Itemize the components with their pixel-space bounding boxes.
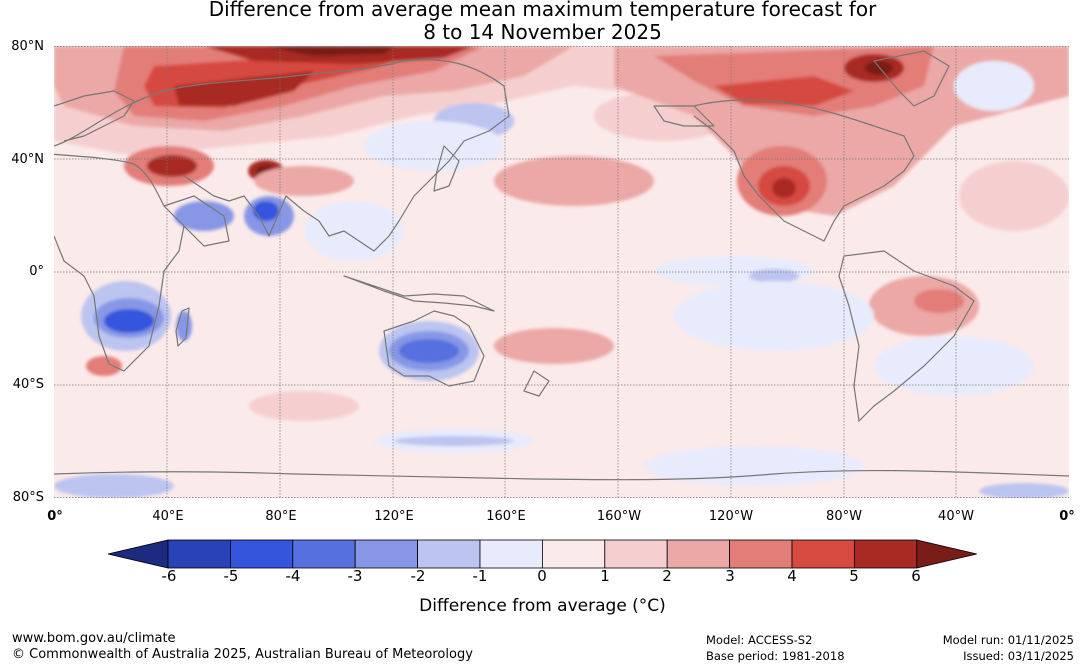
lon-label-40e: 40°E: [152, 509, 184, 524]
anomaly-npacific-1: [494, 156, 654, 206]
anomaly-safrica-3: [104, 309, 154, 333]
colorbar-tick: -3: [347, 567, 363, 585]
colorbar-swatch: [354, 539, 418, 569]
lon-label-0-right: 0°: [1059, 509, 1075, 524]
colorbar-tick: -6: [161, 567, 177, 585]
colorbar-tick: -2: [410, 567, 426, 585]
coast-arabia: [163, 195, 230, 247]
coast-africa: [54, 153, 185, 372]
colorbar-swatch: [541, 539, 606, 569]
lat-label-40s: 40°S: [12, 377, 44, 392]
coast-eurasia: [54, 58, 510, 252]
temperature-anomaly-map: [54, 46, 1069, 498]
anomaly-s-atlantic: [644, 446, 864, 486]
coast-south-america: [838, 250, 975, 422]
anomaly-greenland-2: [865, 61, 893, 75]
footer-url[interactable]: www.bom.gov.au/climate: [12, 631, 176, 646]
coast-indonesia: [343, 275, 495, 312]
colorbar-swatch: [729, 539, 793, 569]
anomaly-namerica-3: [714, 76, 854, 106]
colorbar-tick: -4: [285, 567, 301, 585]
colorbar-swatch: [230, 539, 294, 569]
colorbar-tick: 0: [537, 567, 547, 585]
colorbar-swatch: [604, 539, 668, 569]
colorbar-tick: 2: [662, 567, 672, 585]
colorbar-tick: -1: [472, 567, 488, 585]
lon-label-160e: 160°E: [486, 509, 526, 524]
anomaly-sw-usa-3: [772, 178, 796, 198]
colorbar-extend-low: [107, 539, 169, 569]
coast-australia: [383, 310, 485, 387]
colorbar-swatch: [417, 539, 481, 569]
colorbar-tick: 3: [725, 567, 735, 585]
colorbar-tick: 5: [849, 567, 859, 585]
coast-alaska: [653, 105, 715, 127]
colorbar-swatch: [791, 539, 855, 569]
anomaly-se-asia: [304, 201, 404, 261]
anomaly-east-usa: [959, 161, 1069, 231]
lat-label-80s: 80°S: [12, 490, 44, 505]
colorbar-swatch: [479, 539, 543, 569]
coast-north-america: [693, 99, 915, 242]
anomaly-madagascar: [176, 311, 192, 341]
graticule: [54, 46, 1069, 498]
anomaly-nw-pacific: [364, 121, 504, 171]
title-line-1: Difference from average mean maximum tem…: [208, 0, 877, 21]
anomaly-east-atlantic: [874, 336, 1034, 396]
coast-madagascar: [175, 307, 190, 347]
lon-label-0-left: 0°: [47, 509, 63, 524]
colorbar-swatch: [167, 539, 231, 569]
anomaly-spacific: [494, 328, 614, 364]
anomaly-se-pacific: [674, 281, 874, 351]
anomaly-eurasia-5: [174, 71, 314, 106]
colorbar-tick: 4: [787, 567, 797, 585]
anomaly-southern-2: [394, 436, 514, 446]
anomaly-npacific-cool: [749, 269, 799, 283]
coastlines: [54, 50, 1069, 481]
colorbar-tick: 6: [911, 567, 921, 585]
colorbar-tick: 1: [600, 567, 610, 585]
anomaly-india-2: [253, 201, 279, 221]
lon-label-120w: 120°W: [708, 509, 754, 524]
footer-model-run: Model run: 01/11/2025: [942, 633, 1074, 647]
anomaly-greenland-cool: [954, 61, 1034, 111]
lat-label-0: 0°: [29, 264, 44, 279]
footer-issued: Issued: 03/11/2025: [963, 649, 1074, 663]
lon-label-120e: 120°E: [374, 509, 414, 524]
colorbar-swatch: [666, 539, 731, 569]
anomaly-australia-3: [399, 339, 459, 363]
anomaly-sindian: [249, 391, 359, 421]
coast-antarctica: [54, 469, 1069, 481]
colorbar-swatch: [292, 539, 356, 569]
colorbar-label: Difference from average (°C): [419, 596, 666, 616]
coast-greenland: [873, 50, 950, 107]
coast-europe: [54, 90, 135, 142]
anomaly-brazil-2: [914, 289, 964, 313]
anomaly-safrica-warm: [86, 356, 122, 376]
chart-title: Difference from average mean maximum tem…: [0, 0, 1085, 44]
anomaly-fields: [54, 46, 1069, 498]
lon-label-40w: 40°W: [938, 509, 974, 524]
lon-label-80e: 80°E: [265, 509, 297, 524]
colorbar-tick: -5: [223, 567, 239, 585]
anomaly-central-asia-2: [147, 155, 197, 177]
anomaly-himalaya: [254, 166, 354, 196]
lon-label-80w: 80°W: [826, 509, 862, 524]
footer-copyright: © Commonwealth of Australia 2025, Austra…: [12, 647, 473, 662]
footer-model: Model: ACCESS-S2: [706, 633, 813, 647]
coast-newzealand: [523, 370, 550, 397]
colorbar-extend-high: [916, 539, 977, 569]
lat-label-80n: 80°N: [11, 39, 44, 54]
anomaly-arabia: [174, 201, 234, 231]
anomaly-antarctic-2: [979, 483, 1069, 498]
anomaly-antarctic-1: [54, 474, 174, 498]
anomaly-siberia-core: [264, 46, 394, 56]
coast-japan: [433, 145, 460, 192]
title-line-2: 8 to 14 November 2025: [423, 20, 662, 44]
lon-label-160w: 160°W: [596, 509, 642, 524]
footer-base-period: Base period: 1981-2018: [706, 649, 845, 663]
lat-label-40n: 40°N: [11, 152, 44, 167]
colorbar: [107, 539, 977, 569]
colorbar-swatch: [854, 539, 918, 569]
